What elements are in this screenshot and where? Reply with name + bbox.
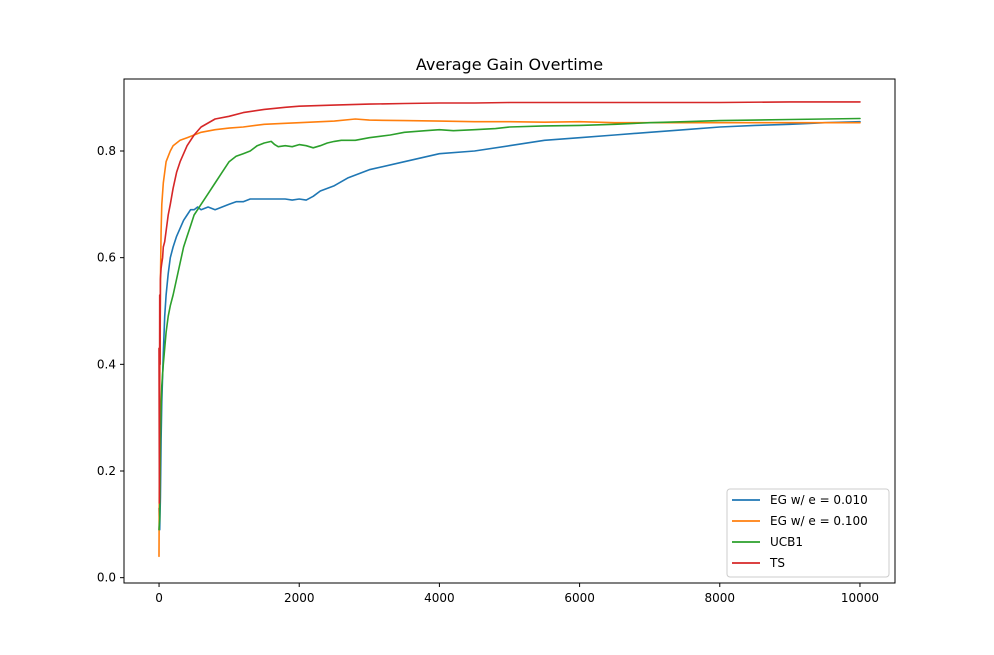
x-tick-label: 8000 xyxy=(704,591,735,605)
x-tick-label: 0 xyxy=(155,591,163,605)
legend-label-2: EG w/ e = 0.100 xyxy=(770,514,868,528)
legend-box xyxy=(726,488,890,578)
axes-group: 0 2000 4000 6000 8000 10000 0.0 0.2 0.4 0.6 0.8 xyxy=(97,78,896,605)
legend: EG w/ e = 0.010 EG w/ e = 0.100 UCB1 TS xyxy=(726,488,890,578)
x-tick-label: 2000 xyxy=(284,591,315,605)
legend-label-1: EG w/ e = 0.010 xyxy=(770,493,868,507)
series-line-1 xyxy=(158,120,861,531)
chart-title: Average Gain Overtime xyxy=(416,55,603,74)
x-tick-label: 10000 xyxy=(841,591,879,605)
legend-label-4: TS xyxy=(769,556,785,570)
y-tick-label: 0.2 xyxy=(97,464,116,478)
series-line-3 xyxy=(158,117,861,531)
x-tick-label: 4000 xyxy=(424,591,455,605)
legend-label-3: UCB1 xyxy=(770,535,803,549)
y-tick-label: 0.4 xyxy=(97,357,116,371)
x-tick-label: 6000 xyxy=(564,591,595,605)
series-group xyxy=(158,101,861,558)
y-tick-label: 0.8 xyxy=(97,144,116,158)
plot-frame xyxy=(123,78,896,584)
series-line-4 xyxy=(158,101,861,504)
y-tick-label: 0.0 xyxy=(97,571,116,585)
series-line-2 xyxy=(158,118,861,558)
y-tick-label: 0.6 xyxy=(97,251,116,265)
